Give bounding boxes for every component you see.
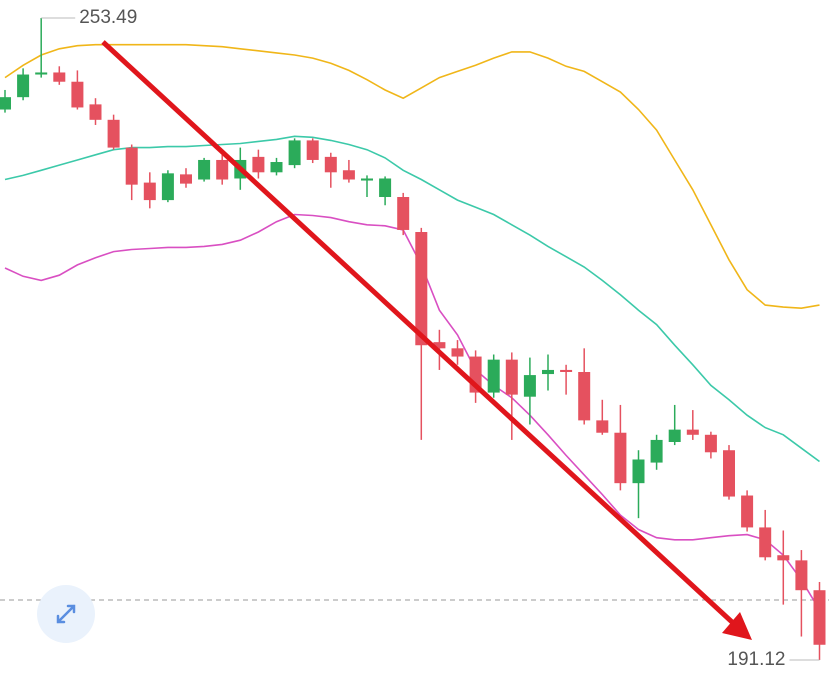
candle-body (306, 140, 319, 160)
candle-body (198, 159, 211, 180)
candle-body (17, 74, 30, 98)
bands (0, 43, 829, 611)
candle-body (596, 420, 609, 433)
candle-body (252, 156, 265, 173)
max-label: 253.49 (79, 7, 137, 28)
expand-button[interactable] (37, 585, 95, 643)
candle-body (505, 359, 518, 395)
candle-body (161, 173, 174, 201)
candle-body (35, 72, 48, 75)
candle-body (415, 232, 428, 346)
trend-arrow (101, 40, 752, 640)
candle-body (542, 369, 554, 375)
candle-body (53, 72, 66, 82)
candle-body (668, 429, 681, 442)
candle-body (361, 178, 373, 181)
candle-body (216, 159, 229, 180)
middle-band (4, 135, 820, 463)
candle-body (759, 527, 772, 558)
candle-body (487, 359, 500, 393)
candle-body (125, 147, 138, 185)
candle-body (650, 439, 663, 463)
candle-body (523, 375, 536, 397)
candle-body (578, 371, 591, 421)
candle-body (632, 459, 645, 484)
annotations: 253.49 191.12 (41, 7, 820, 670)
candle-body (777, 555, 790, 561)
expand-icon[interactable] (56, 604, 76, 624)
candle-body (741, 495, 754, 528)
upper-band (4, 43, 820, 310)
candle-body (0, 97, 11, 110)
candle-body (89, 104, 102, 120)
min-label: 191.12 (727, 649, 785, 670)
candle-body (180, 174, 192, 184)
arrow-shaft (101, 40, 734, 624)
arrow-head (722, 612, 752, 640)
lower-band (4, 213, 821, 611)
candle-body (342, 170, 355, 180)
candle-body (270, 162, 283, 173)
candle-body (560, 369, 573, 372)
candle-body (397, 197, 410, 230)
candle-body (704, 434, 717, 453)
candle-body (723, 450, 735, 497)
candle-body (324, 156, 337, 173)
candle-body (71, 81, 84, 108)
candle-body (379, 178, 392, 198)
candle-body (686, 429, 699, 435)
candle-body (795, 560, 808, 591)
candle-body (107, 119, 120, 148)
candle-body (813, 590, 826, 645)
candle-body (433, 342, 446, 349)
candle-body (451, 348, 464, 357)
candle-body (614, 432, 627, 484)
candles (0, 18, 826, 661)
candle-body (288, 140, 301, 166)
candle-body (143, 182, 156, 201)
